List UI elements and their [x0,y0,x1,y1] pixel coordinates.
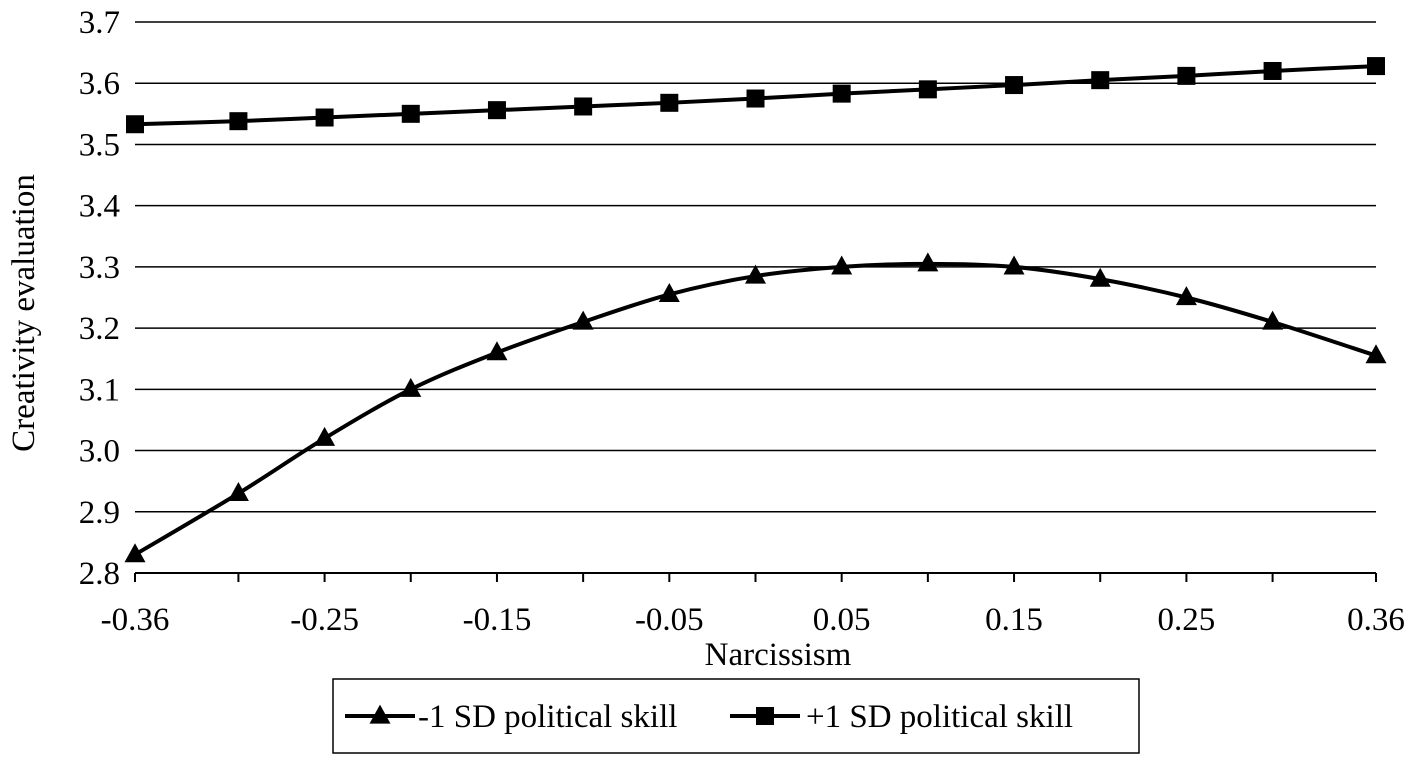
x-tick-label: -0.15 [463,602,532,638]
series-triangle [124,252,1387,563]
data-point-triangle [124,543,146,563]
data-point-square [401,104,420,123]
y-tick-label: 3.6 [79,66,120,102]
x-tick-label: 0.05 [813,602,871,638]
legend-marker-triangle [369,704,391,724]
data-point-square [574,97,593,116]
data-point-square [832,84,851,103]
data-point-triangle [917,252,939,272]
x-axis-title: Narcissism [705,637,852,673]
y-tick-label: 2.8 [79,556,120,592]
data-point-square [918,80,937,99]
y-tick-label: 3.1 [79,372,120,408]
data-point-square [1091,71,1110,90]
x-tick-label: 0.15 [985,602,1043,638]
series-group [124,57,1387,563]
y-tick-label: 3.7 [79,5,120,41]
y-tick-labels: 2.8 2.9 3.0 3.1 3.2 3.3 3.4 3.5 3.6 3.7 [79,5,120,592]
legend-item-minus-1-sd: -1 SD political skill [345,699,677,735]
x-tick-label: -0.05 [635,602,704,638]
data-point-triangle [658,283,680,303]
data-point-triangle [1003,255,1025,275]
legend: -1 SD political skill +1 SD political sk… [332,678,1140,754]
data-point-square [1177,66,1196,85]
x-tick-label: -0.36 [101,602,170,638]
data-point-triangle [745,264,766,284]
x-tick-label: 0.25 [1158,602,1216,638]
data-point-square [487,101,506,120]
data-point-triangle [1262,310,1284,330]
x-tick-label: -0.25 [290,602,359,638]
data-point-triangle [227,482,249,502]
y-tick-label: 3.4 [79,189,120,225]
legend-label: +1 SD political skill [806,699,1073,735]
data-point-triangle [572,310,594,330]
data-point-square [1263,61,1282,80]
legend-item-plus-1-sd: +1 SD political skill [730,699,1073,735]
data-point-triangle [1089,267,1111,287]
data-point-square [660,93,679,112]
data-point-triangle [400,377,422,397]
y-tick-label: 2.9 [79,495,120,531]
y-tick-label: 3.0 [79,434,120,470]
data-point-triangle [486,341,508,361]
y-axis-title: Creativity evaluation [6,174,42,452]
data-point-square [746,89,765,108]
data-point-square [1005,76,1024,95]
series-line-triangle [133,261,1377,557]
data-point-triangle [831,255,853,275]
data-point-square [229,112,248,131]
x-tick-labels: -0.36 -0.25 -0.15 -0.05 0.05 0.15 0.25 0.36 [101,602,1405,638]
data-point-square [1367,57,1385,76]
data-point-triangle [314,426,336,446]
y-tick-label: 3.3 [79,250,120,286]
legend-marker-square [756,707,774,725]
data-point-square [126,115,144,134]
y-tick-label: 3.5 [79,127,120,163]
data-point-square [315,108,334,127]
data-point-triangle [1175,286,1197,306]
series-square [126,57,1385,134]
legend-label: -1 SD political skill [418,699,677,735]
y-tick-label: 3.2 [79,311,120,347]
x-tick-label: 0.36 [1347,602,1405,638]
data-point-triangle [1365,344,1387,364]
axes [134,572,1377,582]
